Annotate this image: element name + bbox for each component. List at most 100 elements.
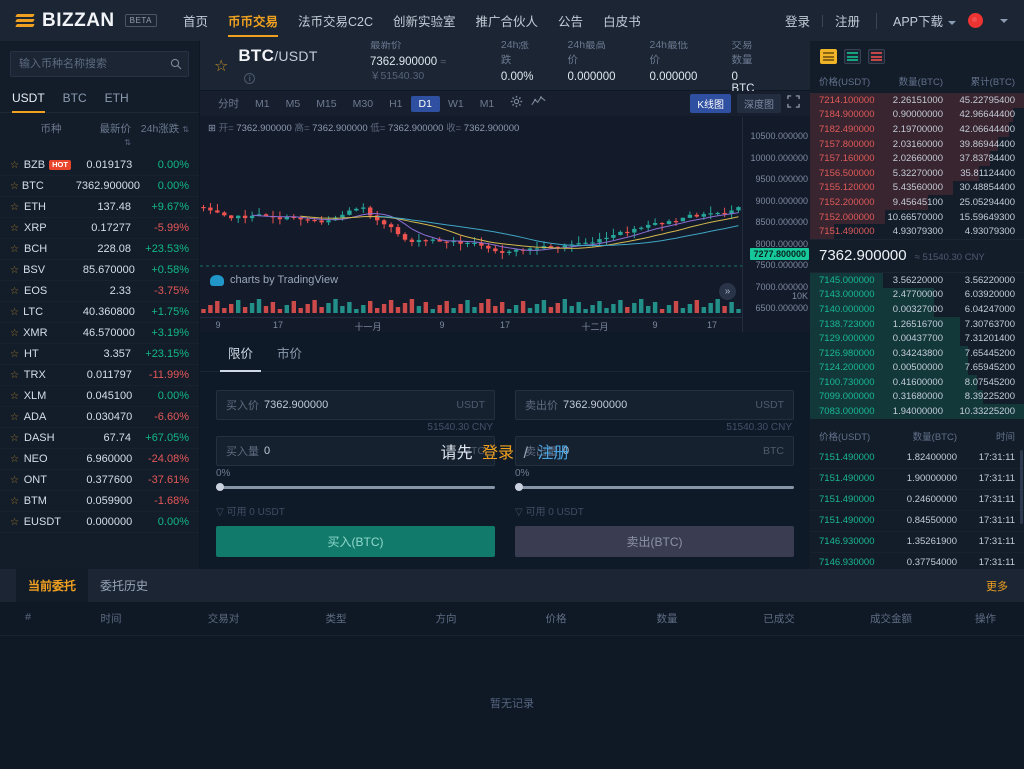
timeframe-1[interactable]: M1: [255, 97, 270, 110]
favorite-star-icon[interactable]: ☆: [10, 369, 19, 381]
sell-price-field[interactable]: 卖出价 7362.900000 USDT: [515, 390, 794, 420]
coin-row[interactable]: ☆ EOS 2.33 -3.75%: [0, 281, 199, 302]
favorite-star-icon[interactable]: ☆: [10, 516, 19, 528]
orderbook-row[interactable]: 7157.160000 2.02660000 37.83784400: [810, 151, 1024, 166]
orderbook-row[interactable]: 7126.980000 0.34243800 7.65445200: [810, 345, 1024, 361]
login-link[interactable]: 登录: [784, 15, 810, 29]
timeframe-6[interactable]: D1: [410, 95, 440, 112]
login-prompt-login-link[interactable]: 登录: [482, 444, 515, 462]
slider-knob[interactable]: [216, 483, 224, 491]
app-download-menu[interactable]: APP下载: [893, 11, 956, 30]
nav-item-0[interactable]: 首页: [182, 15, 208, 29]
favorite-star-icon[interactable]: ☆: [10, 264, 19, 276]
coin-row[interactable]: ☆ EUSDT 0.000000 0.00%: [0, 512, 199, 533]
col-price[interactable]: 最新价⇅: [99, 123, 132, 147]
login-prompt-register-link[interactable]: 注册: [537, 444, 570, 462]
currency-tab-btc[interactable]: BTC: [62, 91, 87, 105]
coin-row[interactable]: ☆ NEO 6.960000 -24.08%: [0, 449, 199, 470]
sell-button[interactable]: 卖出(BTC): [515, 526, 794, 557]
orderbook-row[interactable]: 7182.490000 2.19700000 42.06644400: [810, 122, 1024, 137]
chevron-down-icon[interactable]: [1000, 18, 1008, 23]
fullscreen-icon[interactable]: [787, 94, 800, 113]
coin-row[interactable]: ☆ LTC 40.360800 +1.75%: [0, 302, 199, 323]
timeframe-4[interactable]: M30: [352, 97, 374, 110]
orderbook-row[interactable]: 7124.200000 0.00500000 7.65945200: [810, 360, 1024, 376]
favorite-star-icon[interactable]: ☆: [10, 432, 19, 444]
timeframe-3[interactable]: M15: [316, 97, 337, 110]
info-icon[interactable]: i: [244, 72, 256, 84]
orderbook-row[interactable]: 7143.000000 2.47700000 6.03920000: [810, 287, 1024, 303]
favorite-star-icon[interactable]: ☆: [10, 348, 19, 360]
coin-row[interactable]: ☆ XLM 0.045100 0.00%: [0, 386, 199, 407]
coin-row[interactable]: ☆ BZB HOT 0.019173 0.00%: [0, 155, 199, 176]
orderbook-asks-toggle[interactable]: [868, 49, 885, 64]
favorite-star-icon[interactable]: ☆: [10, 222, 19, 234]
col-change[interactable]: 24h涨跌 ⇅: [140, 123, 189, 135]
trades-scrollbar[interactable]: [1020, 449, 1023, 524]
favorite-star-icon[interactable]: ☆: [10, 327, 19, 339]
timeframe-5[interactable]: H1: [389, 97, 403, 110]
coin-row[interactable]: ☆ XMR 46.570000 +3.19%: [0, 323, 199, 344]
coin-row[interactable]: ☆ BCH 228.08 +23.53%: [0, 239, 199, 260]
nav-item-5[interactable]: 公告: [558, 15, 584, 29]
orderbook-row[interactable]: 7100.730000 0.41600000 8.07545200: [810, 375, 1024, 390]
nav-item-3[interactable]: 创新实验室: [393, 15, 456, 29]
favorite-star-icon[interactable]: ☆: [10, 411, 19, 423]
coin-row[interactable]: ☆ ADA 0.030470 -6.60%: [0, 407, 199, 428]
nav-item-6[interactable]: 白皮书: [603, 15, 641, 29]
coin-row[interactable]: ☆ BTC 7362.900000 0.00%: [0, 176, 199, 197]
orders-more-link[interactable]: 更多: [986, 580, 1008, 593]
orderbook-row[interactable]: 7099.000000 0.31680000 8.39225200: [810, 389, 1024, 405]
coin-row[interactable]: ☆ BTM 0.059900 -1.68%: [0, 491, 199, 512]
order-type-tab[interactable]: 市价: [277, 347, 303, 361]
currency-tab-eth[interactable]: ETH: [104, 91, 129, 105]
coin-row[interactable]: ☆ ONT 0.377600 -37.61%: [0, 470, 199, 491]
nav-item-2[interactable]: 法币交易C2C: [298, 15, 374, 29]
favorite-star-icon[interactable]: ☆: [10, 495, 19, 507]
coin-row[interactable]: ☆ HT 3.357 +23.15%: [0, 344, 199, 365]
nav-item-1[interactable]: 币币交易: [227, 0, 279, 41]
coin-row[interactable]: ☆ XRP 0.17277 -5.99%: [0, 218, 199, 239]
search-input[interactable]: [10, 51, 189, 77]
currency-tab-usdt[interactable]: USDT: [12, 87, 45, 113]
orderbook-row[interactable]: 7129.000000 0.00437700 7.31201400: [810, 331, 1024, 346]
slider-knob[interactable]: [515, 483, 523, 491]
orderbook-row[interactable]: 7157.800000 2.03160000 39.86944400: [810, 136, 1024, 152]
favorite-star-icon[interactable]: ☆: [10, 474, 19, 486]
orderbook-row[interactable]: 7155.120000 5.43560000 30.48854400: [810, 180, 1024, 196]
orderbook-row[interactable]: 7083.000000 1.94000000 10.33225200: [810, 404, 1024, 419]
coin-row[interactable]: ☆ DASH 67.74 +67.05%: [0, 428, 199, 449]
coin-row[interactable]: ☆ BSV 85.670000 +0.58%: [0, 260, 199, 281]
nav-item-4[interactable]: 推广合伙人: [475, 15, 539, 29]
depth-button[interactable]: 深度图: [737, 94, 781, 113]
timeframe-8[interactable]: M1: [479, 97, 495, 110]
orderbook-row[interactable]: 7138.723000 1.26516700 7.30763700: [810, 316, 1024, 332]
orderbook-row[interactable]: 7140.000000 0.00327000 6.04247000: [810, 302, 1024, 317]
orderbook-row[interactable]: 7214.100000 2.26151000 45.22795400: [810, 93, 1024, 108]
orderbook-both-toggle[interactable]: [820, 49, 837, 64]
orders-tab[interactable]: 当前委托: [16, 569, 89, 602]
orderbook-row[interactable]: 7152.000000 10.66570000 15.59649300: [810, 209, 1024, 225]
favorite-star-icon[interactable]: ☆: [10, 180, 19, 192]
timeframe-2[interactable]: M5: [285, 97, 301, 110]
gear-icon[interactable]: [510, 95, 523, 113]
orderbook-row[interactable]: 7156.500000 5.32270000 35.81124400: [810, 165, 1024, 181]
orderbook-bids-toggle[interactable]: [844, 49, 861, 64]
favorite-star-icon[interactable]: ☆: [10, 306, 19, 318]
price-chart[interactable]: ⊞ 开= 7362.900000 高= 7362.900000 低= 7362.…: [200, 117, 810, 332]
register-link[interactable]: 注册: [834, 15, 860, 29]
orderbook-row[interactable]: 7151.490000 4.93079300 4.93079300: [810, 224, 1024, 239]
recent-trades[interactable]: 7151.490000 1.82400000 17:31:11 7151.490000…: [810, 448, 1024, 569]
search-icon[interactable]: [170, 57, 182, 75]
sell-amount-field[interactable]: 卖出量 0 BTC: [515, 436, 794, 466]
coin-row[interactable]: ☆ TRX 0.011797 -11.99%: [0, 365, 199, 386]
kline-button[interactable]: K线图: [690, 94, 731, 113]
buy-price-field[interactable]: 买入价 7362.900000 USDT: [216, 390, 495, 420]
logo[interactable]: BIZZAN BETA: [15, 10, 157, 32]
buy-amount-field[interactable]: 买入量 0 BTC: [216, 436, 495, 466]
scroll-forward-button[interactable]: »: [719, 283, 736, 300]
language-flag-icon[interactable]: [968, 13, 983, 28]
orderbook-row[interactable]: 7145.000000 3.56220000 3.56220000: [810, 272, 1024, 288]
favorite-star-icon[interactable]: ☆: [10, 159, 19, 171]
timeframe-0[interactable]: 分时: [218, 98, 239, 110]
